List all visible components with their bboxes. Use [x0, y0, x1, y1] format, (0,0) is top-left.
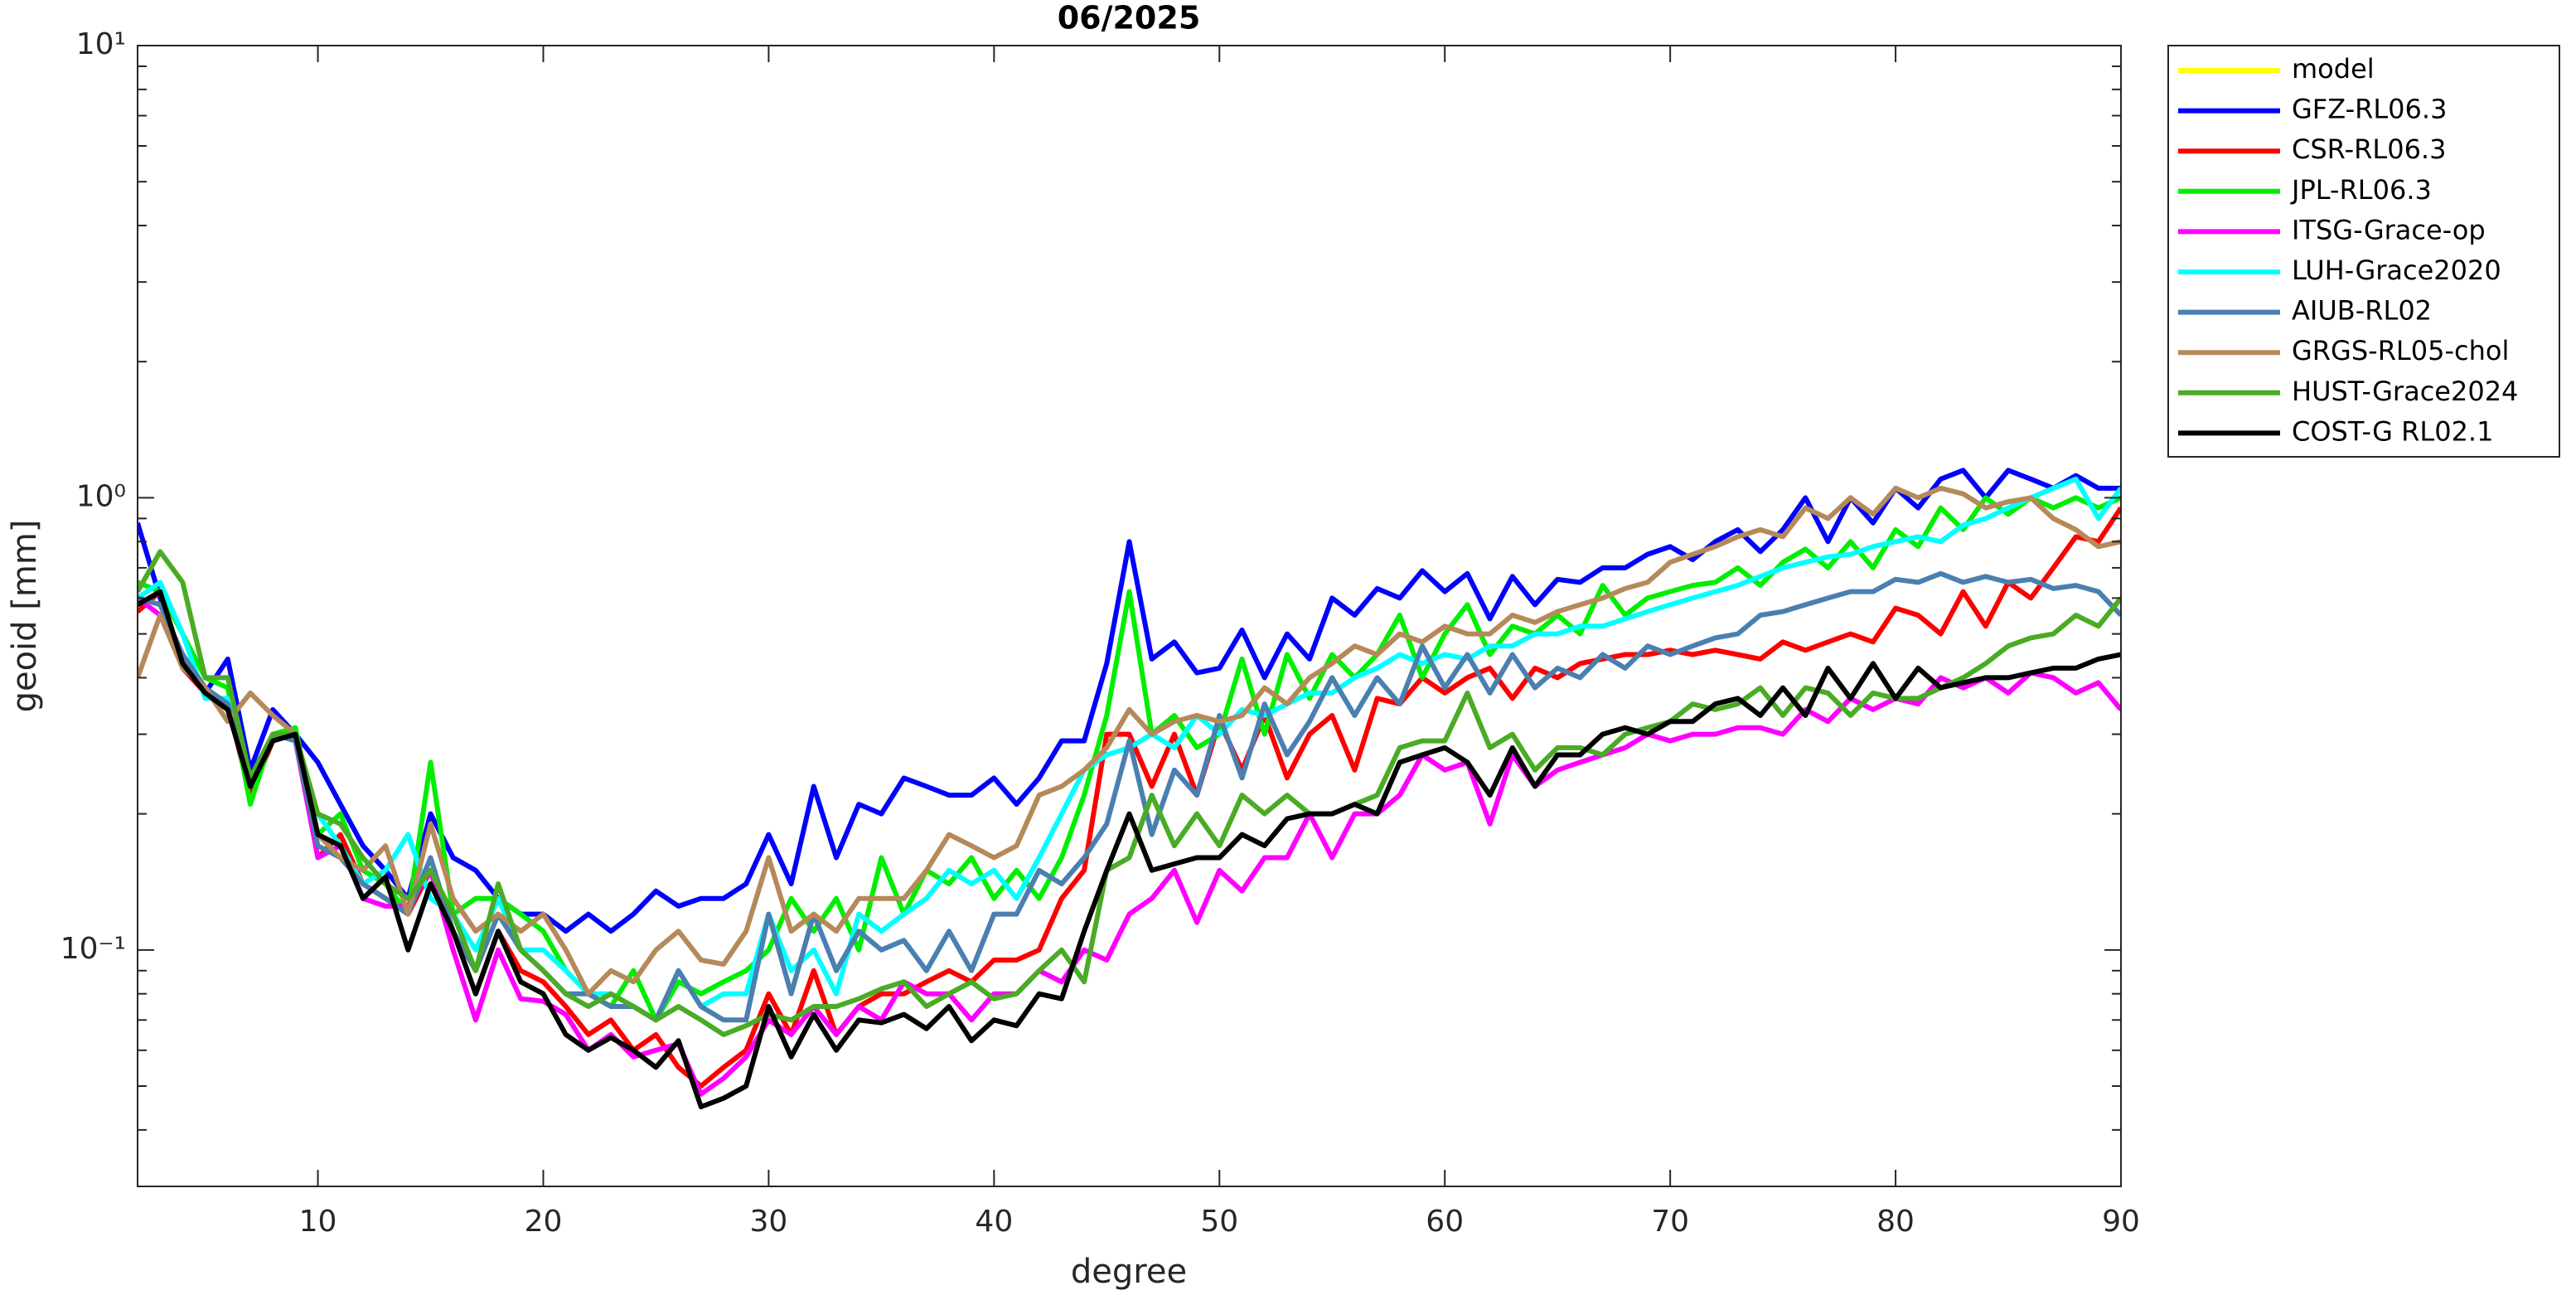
- legend-label: ITSG-Grace-op: [2292, 214, 2486, 245]
- series-line: [138, 468, 2121, 934]
- legend-label: GRGS-RL05-chol: [2292, 335, 2509, 366]
- series-line: [138, 549, 2121, 1037]
- x-tick-label: 40: [975, 1205, 1013, 1239]
- x-tick-label: 90: [2102, 1205, 2140, 1239]
- x-tick-label: 50: [1200, 1205, 1238, 1239]
- series-line: [138, 589, 2121, 1109]
- y-axis-label: geoid [mm]: [6, 520, 44, 713]
- series-line: [138, 596, 2121, 1097]
- legend-label: COST-G RL02.1: [2292, 415, 2493, 447]
- legend-label: HUST-Grace2024: [2292, 376, 2518, 407]
- legend-box: [2167, 45, 2560, 458]
- legend-label: JPL-RL06.3: [2290, 174, 2432, 206]
- x-tick-label: 80: [1876, 1205, 1915, 1239]
- series-line: [138, 495, 2121, 1023]
- x-tick-label: 10: [299, 1205, 337, 1239]
- y-tick-label: 10⁻¹: [61, 932, 126, 966]
- axes-box: [137, 45, 2122, 1187]
- legend-label: AIUB-RL02: [2292, 295, 2432, 327]
- legend-label: LUH-Grace2020: [2292, 255, 2501, 286]
- y-tick-label: 10¹: [76, 27, 126, 61]
- x-tick-label: 30: [750, 1205, 788, 1239]
- chart-title: 06/2025: [1058, 0, 1201, 36]
- legend-label: CSR-RL06.3: [2292, 133, 2446, 165]
- y-tick-label: 10⁰: [76, 479, 126, 513]
- x-tick-label: 20: [525, 1205, 563, 1239]
- x-tick-label: 60: [1426, 1205, 1464, 1239]
- legend-label: GFZ-RL06.3: [2292, 94, 2447, 125]
- x-axis-label: degree: [1071, 1253, 1187, 1291]
- series-line: [138, 485, 2121, 997]
- plot-area: [138, 46, 2121, 1186]
- series-group: [138, 468, 2121, 1109]
- legend-label: model: [2292, 53, 2375, 85]
- x-tick-label: 70: [1651, 1205, 1689, 1239]
